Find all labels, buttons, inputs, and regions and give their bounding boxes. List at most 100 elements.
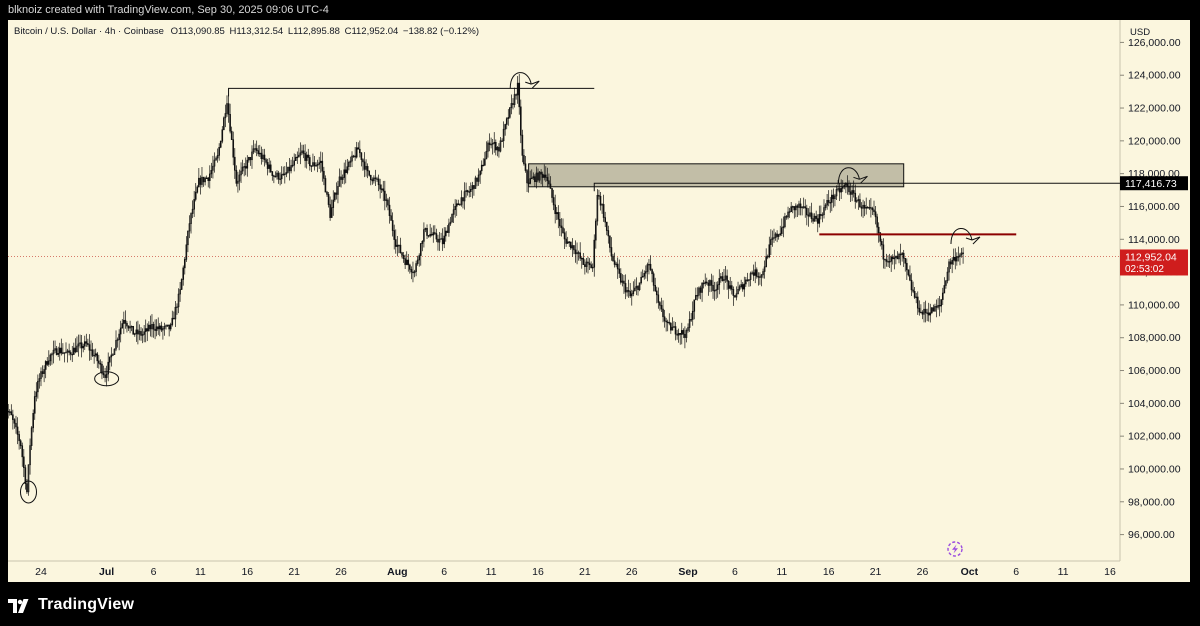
candle-body [901, 252, 903, 256]
candle-body [212, 165, 214, 171]
x-tick-label: 21 [870, 566, 882, 578]
candle-body [807, 214, 810, 217]
candle-body [560, 225, 563, 229]
candle-body [791, 206, 794, 208]
lightning-icon[interactable] [947, 541, 963, 557]
candle-body [682, 330, 685, 335]
rejection-arc-aug[interactable] [509, 72, 540, 89]
candle-body [821, 214, 824, 216]
candle-body [52, 349, 55, 355]
candle-body [879, 232, 882, 242]
candle-body [168, 324, 170, 330]
candle-body [8, 411, 9, 413]
price-axis[interactable] [1120, 20, 1190, 582]
candle-body [870, 207, 872, 209]
candle-body [273, 175, 275, 177]
candle-body [551, 188, 553, 198]
candle-body [721, 276, 724, 282]
candle-body [98, 360, 100, 364]
candle-body [296, 156, 299, 159]
symbol-title[interactable]: Bitcoin / U.S. Dollar · 4h · Coinbase [14, 26, 164, 37]
candle-body [604, 217, 606, 223]
supply-zone-rect[interactable] [528, 163, 905, 188]
candle-body [199, 177, 202, 185]
horizontal-ray-line[interactable] [593, 182, 1120, 192]
candle-body [112, 354, 114, 356]
candle-body [468, 191, 471, 193]
candle-body [376, 178, 378, 180]
rejection-arc-current[interactable] [950, 228, 981, 245]
candle-body [546, 177, 549, 182]
candle-body [501, 140, 503, 142]
candle-body [27, 464, 30, 493]
candle-body [480, 164, 483, 172]
candle-body [806, 207, 808, 216]
candle-body [254, 148, 256, 150]
x-tick-label: 16 [823, 566, 835, 578]
candle-body [255, 148, 258, 151]
candle-body [804, 206, 807, 209]
candle-body [643, 272, 646, 277]
candle-body [948, 261, 950, 273]
y-tick-label: 96,000.00 [1128, 529, 1175, 541]
candle-body [580, 257, 583, 260]
candle-body [498, 147, 500, 152]
candle-body [751, 272, 753, 274]
candle-body [268, 164, 270, 169]
candle-body [888, 261, 891, 263]
candle-body [654, 285, 657, 292]
x-tick-label: Jul [99, 566, 114, 578]
chart-panel[interactable]: 96,000.00 98,000.00 100,000.00 102,000.00 10… [8, 20, 1190, 582]
candle-body [18, 434, 20, 442]
candle-body [787, 211, 789, 218]
candle-body [890, 256, 892, 262]
higher-low-circle[interactable] [94, 371, 120, 387]
candle-body [524, 163, 527, 171]
rejection-arc-sep[interactable] [837, 167, 868, 184]
swing-high-line[interactable] [228, 87, 595, 97]
candle-body [262, 154, 264, 160]
candle-body [19, 440, 22, 447]
candle-body [673, 326, 675, 328]
candle-body [709, 280, 711, 286]
price-chart[interactable]: 96,000.00 98,000.00 100,000.00 102,000.00 10… [8, 20, 1190, 582]
candle-body [424, 227, 427, 230]
x-tick-label: 26 [335, 566, 347, 578]
candle-body [240, 170, 242, 176]
y-tick-label: 104,000.00 [1128, 398, 1181, 410]
candle-body [438, 238, 441, 243]
candle-body [87, 342, 89, 345]
candle-body [338, 176, 341, 187]
candle-body [476, 177, 478, 182]
candle-body [163, 326, 166, 329]
candle-body [251, 151, 253, 161]
candle-body [230, 130, 233, 140]
candle-body [451, 214, 453, 223]
candle-body [906, 262, 908, 271]
last-price-label[interactable] [1120, 249, 1188, 276]
candle-body [801, 206, 803, 209]
candle-body [504, 124, 506, 130]
level-price-label[interactable] [1120, 176, 1188, 191]
candle-body [826, 200, 828, 206]
candle-body [177, 293, 180, 308]
candle-body [913, 291, 916, 298]
candle-body [635, 286, 638, 289]
candle-body [394, 239, 397, 247]
candle-body [943, 285, 946, 294]
candle-body [752, 272, 755, 276]
currency-label[interactable]: USD [1130, 27, 1151, 38]
candle-body [176, 306, 178, 308]
candles-group [8, 74, 964, 496]
candle-body [518, 82, 521, 108]
candle-body [302, 150, 305, 154]
candle-body [832, 194, 835, 200]
candle-body [573, 245, 575, 251]
swing-low-circle[interactable] [19, 480, 37, 504]
candle-body [166, 324, 169, 327]
candle-body [321, 160, 324, 172]
candle-body [344, 169, 347, 173]
candle-body [540, 171, 542, 175]
candle-body [655, 290, 658, 296]
candle-body [729, 285, 732, 289]
